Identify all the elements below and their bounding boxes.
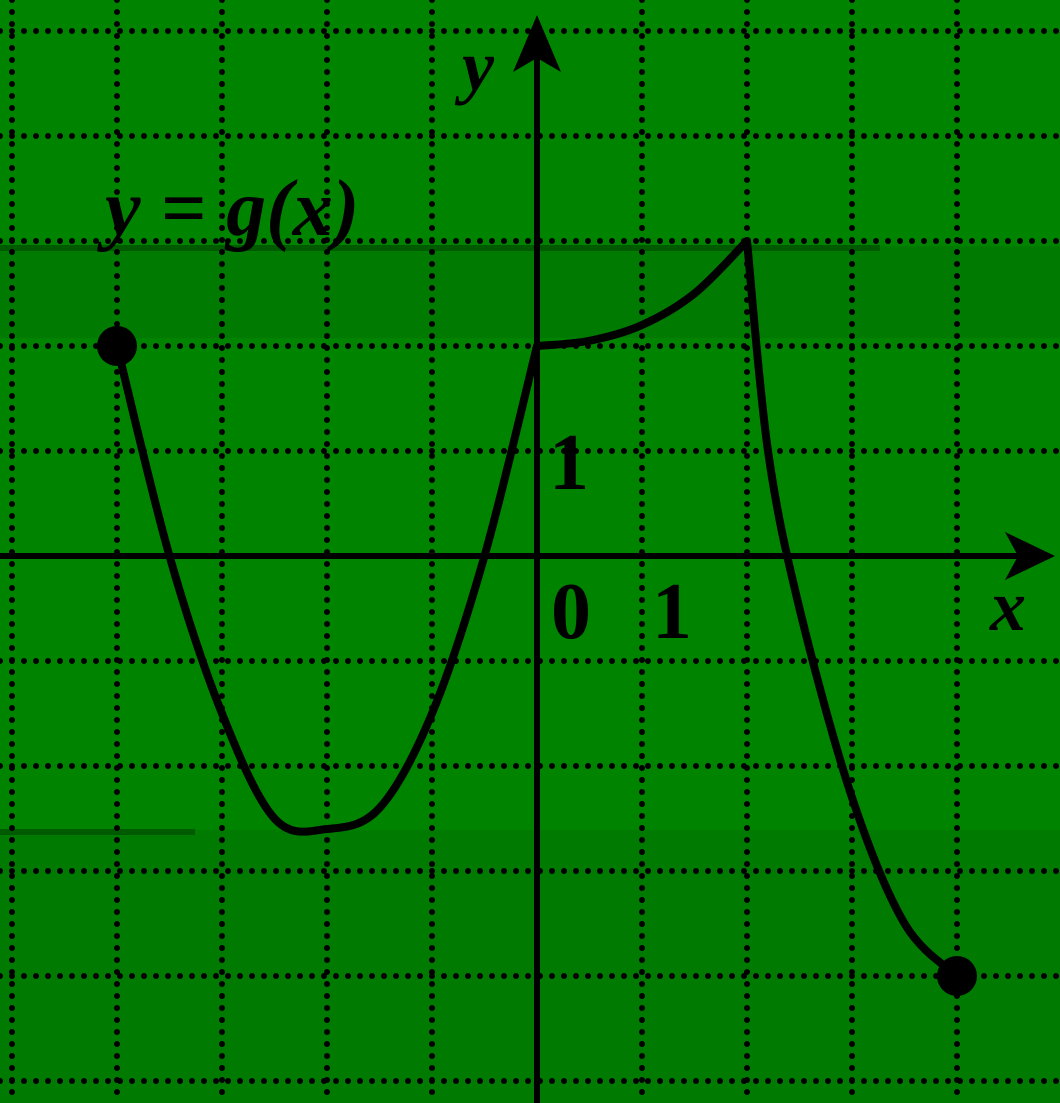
curve-point xyxy=(220,711,224,716)
curve-point xyxy=(640,323,644,327)
curve-point xyxy=(272,816,277,821)
curve-point xyxy=(587,338,592,343)
y-tick-label: 1 xyxy=(549,419,589,507)
curve-point xyxy=(692,291,697,296)
axis-labels: y x y = g(x) 0 11 xyxy=(96,26,1026,656)
curve-segment xyxy=(743,237,961,980)
x-axis-label: x xyxy=(989,566,1026,646)
x-axis-arrow xyxy=(1005,532,1055,580)
function-label: y = g(x) xyxy=(96,165,359,253)
y-axis-label: y xyxy=(454,26,495,106)
curve-point xyxy=(797,606,802,611)
function-curve xyxy=(97,237,977,996)
curve-point xyxy=(766,449,770,453)
curve-point xyxy=(325,827,329,831)
curve-point xyxy=(377,806,382,810)
endpoint-marker xyxy=(937,956,977,996)
curve-point xyxy=(167,554,172,558)
curve-point xyxy=(430,711,434,716)
curve-point xyxy=(850,795,854,800)
x-tick-label: 1 xyxy=(652,568,692,656)
curve-point xyxy=(535,344,539,348)
x-tick-label: 0 xyxy=(551,568,591,656)
band-upper xyxy=(0,246,1060,338)
y-axis-arrow xyxy=(513,15,561,72)
curve-point xyxy=(745,239,749,243)
endpoint-marker xyxy=(97,326,137,366)
curve-point xyxy=(902,921,907,926)
curve-point xyxy=(482,554,487,558)
